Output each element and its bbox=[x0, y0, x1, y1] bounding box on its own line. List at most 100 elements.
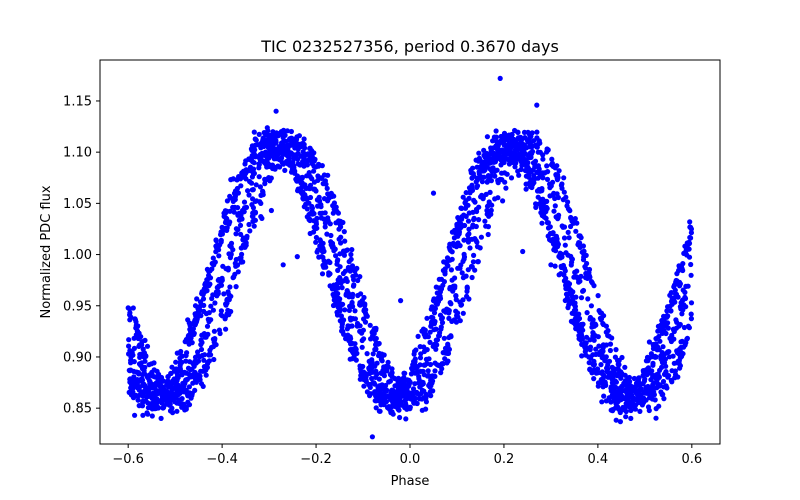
data-point bbox=[515, 168, 521, 174]
data-point bbox=[449, 229, 455, 235]
data-point bbox=[626, 401, 633, 407]
data-point bbox=[312, 186, 318, 192]
data-point bbox=[673, 291, 680, 297]
data-point bbox=[369, 365, 375, 371]
data-point bbox=[503, 133, 509, 139]
data-point bbox=[188, 332, 194, 338]
data-point bbox=[603, 329, 609, 335]
data-point bbox=[600, 384, 606, 390]
data-point bbox=[436, 285, 442, 291]
data-point bbox=[522, 135, 528, 141]
data-point bbox=[318, 204, 324, 210]
data-point bbox=[523, 186, 529, 192]
data-point bbox=[613, 347, 619, 353]
data-point bbox=[251, 223, 257, 229]
data-point bbox=[688, 261, 694, 268]
data-point bbox=[645, 404, 652, 410]
data-point bbox=[601, 393, 607, 399]
data-point bbox=[591, 376, 597, 382]
data-point bbox=[517, 153, 523, 159]
data-point bbox=[417, 355, 424, 361]
data-point bbox=[171, 376, 177, 382]
data-point bbox=[369, 375, 375, 382]
data-point bbox=[177, 401, 183, 407]
data-point bbox=[350, 303, 356, 310]
data-point bbox=[335, 267, 341, 273]
data-point bbox=[588, 303, 595, 309]
data-point bbox=[236, 174, 242, 180]
data-point bbox=[360, 363, 366, 370]
data-point bbox=[633, 383, 639, 389]
data-point bbox=[670, 353, 676, 359]
data-point bbox=[449, 277, 455, 283]
data-point bbox=[645, 355, 651, 361]
data-point bbox=[362, 301, 368, 307]
data-point bbox=[208, 317, 214, 323]
x-axis: −0.6 −0.4 −0.2 0.0 0.2 0.4 0.6 bbox=[112, 444, 702, 467]
data-point bbox=[568, 215, 574, 221]
data-point bbox=[427, 329, 433, 335]
data-point bbox=[650, 382, 656, 388]
data-point bbox=[603, 323, 610, 329]
data-point bbox=[475, 158, 482, 164]
data-point bbox=[233, 226, 239, 232]
data-point bbox=[663, 369, 669, 375]
data-point bbox=[251, 166, 257, 172]
data-point bbox=[344, 278, 350, 284]
data-point bbox=[565, 229, 571, 235]
data-point bbox=[538, 210, 544, 216]
data-point bbox=[388, 410, 394, 416]
data-point bbox=[164, 380, 170, 386]
data-point bbox=[525, 139, 531, 145]
data-point bbox=[562, 297, 568, 304]
y-axis-label: Normalized PDC flux bbox=[39, 185, 54, 318]
data-point bbox=[492, 173, 498, 179]
data-point bbox=[574, 220, 580, 226]
data-point bbox=[324, 231, 330, 237]
data-point bbox=[241, 199, 248, 205]
data-point bbox=[588, 355, 594, 361]
data-point bbox=[131, 374, 137, 380]
data-point bbox=[494, 144, 500, 150]
data-point bbox=[479, 179, 485, 185]
data-point bbox=[173, 394, 179, 401]
data-point bbox=[327, 221, 333, 227]
data-point bbox=[389, 366, 395, 372]
data-point bbox=[311, 168, 317, 174]
data-point bbox=[250, 210, 256, 216]
data-point bbox=[590, 317, 596, 323]
data-point bbox=[584, 275, 591, 281]
data-point bbox=[549, 156, 555, 162]
data-point bbox=[222, 316, 228, 322]
data-point bbox=[583, 252, 589, 258]
data-point bbox=[307, 216, 313, 222]
data-point bbox=[188, 395, 194, 401]
data-point bbox=[425, 334, 431, 340]
data-point bbox=[259, 150, 265, 156]
data-point bbox=[263, 161, 269, 167]
data-point bbox=[419, 407, 425, 413]
data-point bbox=[218, 239, 224, 245]
data-point bbox=[306, 157, 312, 163]
data-point bbox=[218, 232, 224, 238]
data-point bbox=[173, 359, 179, 365]
data-point bbox=[364, 351, 370, 357]
data-point bbox=[677, 304, 684, 310]
data-point bbox=[446, 346, 452, 352]
data-point bbox=[298, 144, 304, 150]
data-point bbox=[181, 401, 187, 407]
data-point bbox=[258, 214, 264, 220]
data-point bbox=[322, 224, 328, 230]
data-point bbox=[646, 391, 652, 397]
data-point bbox=[663, 323, 669, 329]
data-point bbox=[206, 358, 212, 364]
data-point bbox=[130, 389, 136, 395]
data-point bbox=[614, 404, 621, 410]
data-point bbox=[488, 160, 494, 166]
data-point bbox=[466, 296, 472, 302]
data-point bbox=[565, 280, 571, 286]
data-point bbox=[437, 289, 443, 295]
data-point bbox=[687, 219, 693, 225]
data-point bbox=[687, 234, 693, 241]
data-point bbox=[307, 145, 313, 151]
